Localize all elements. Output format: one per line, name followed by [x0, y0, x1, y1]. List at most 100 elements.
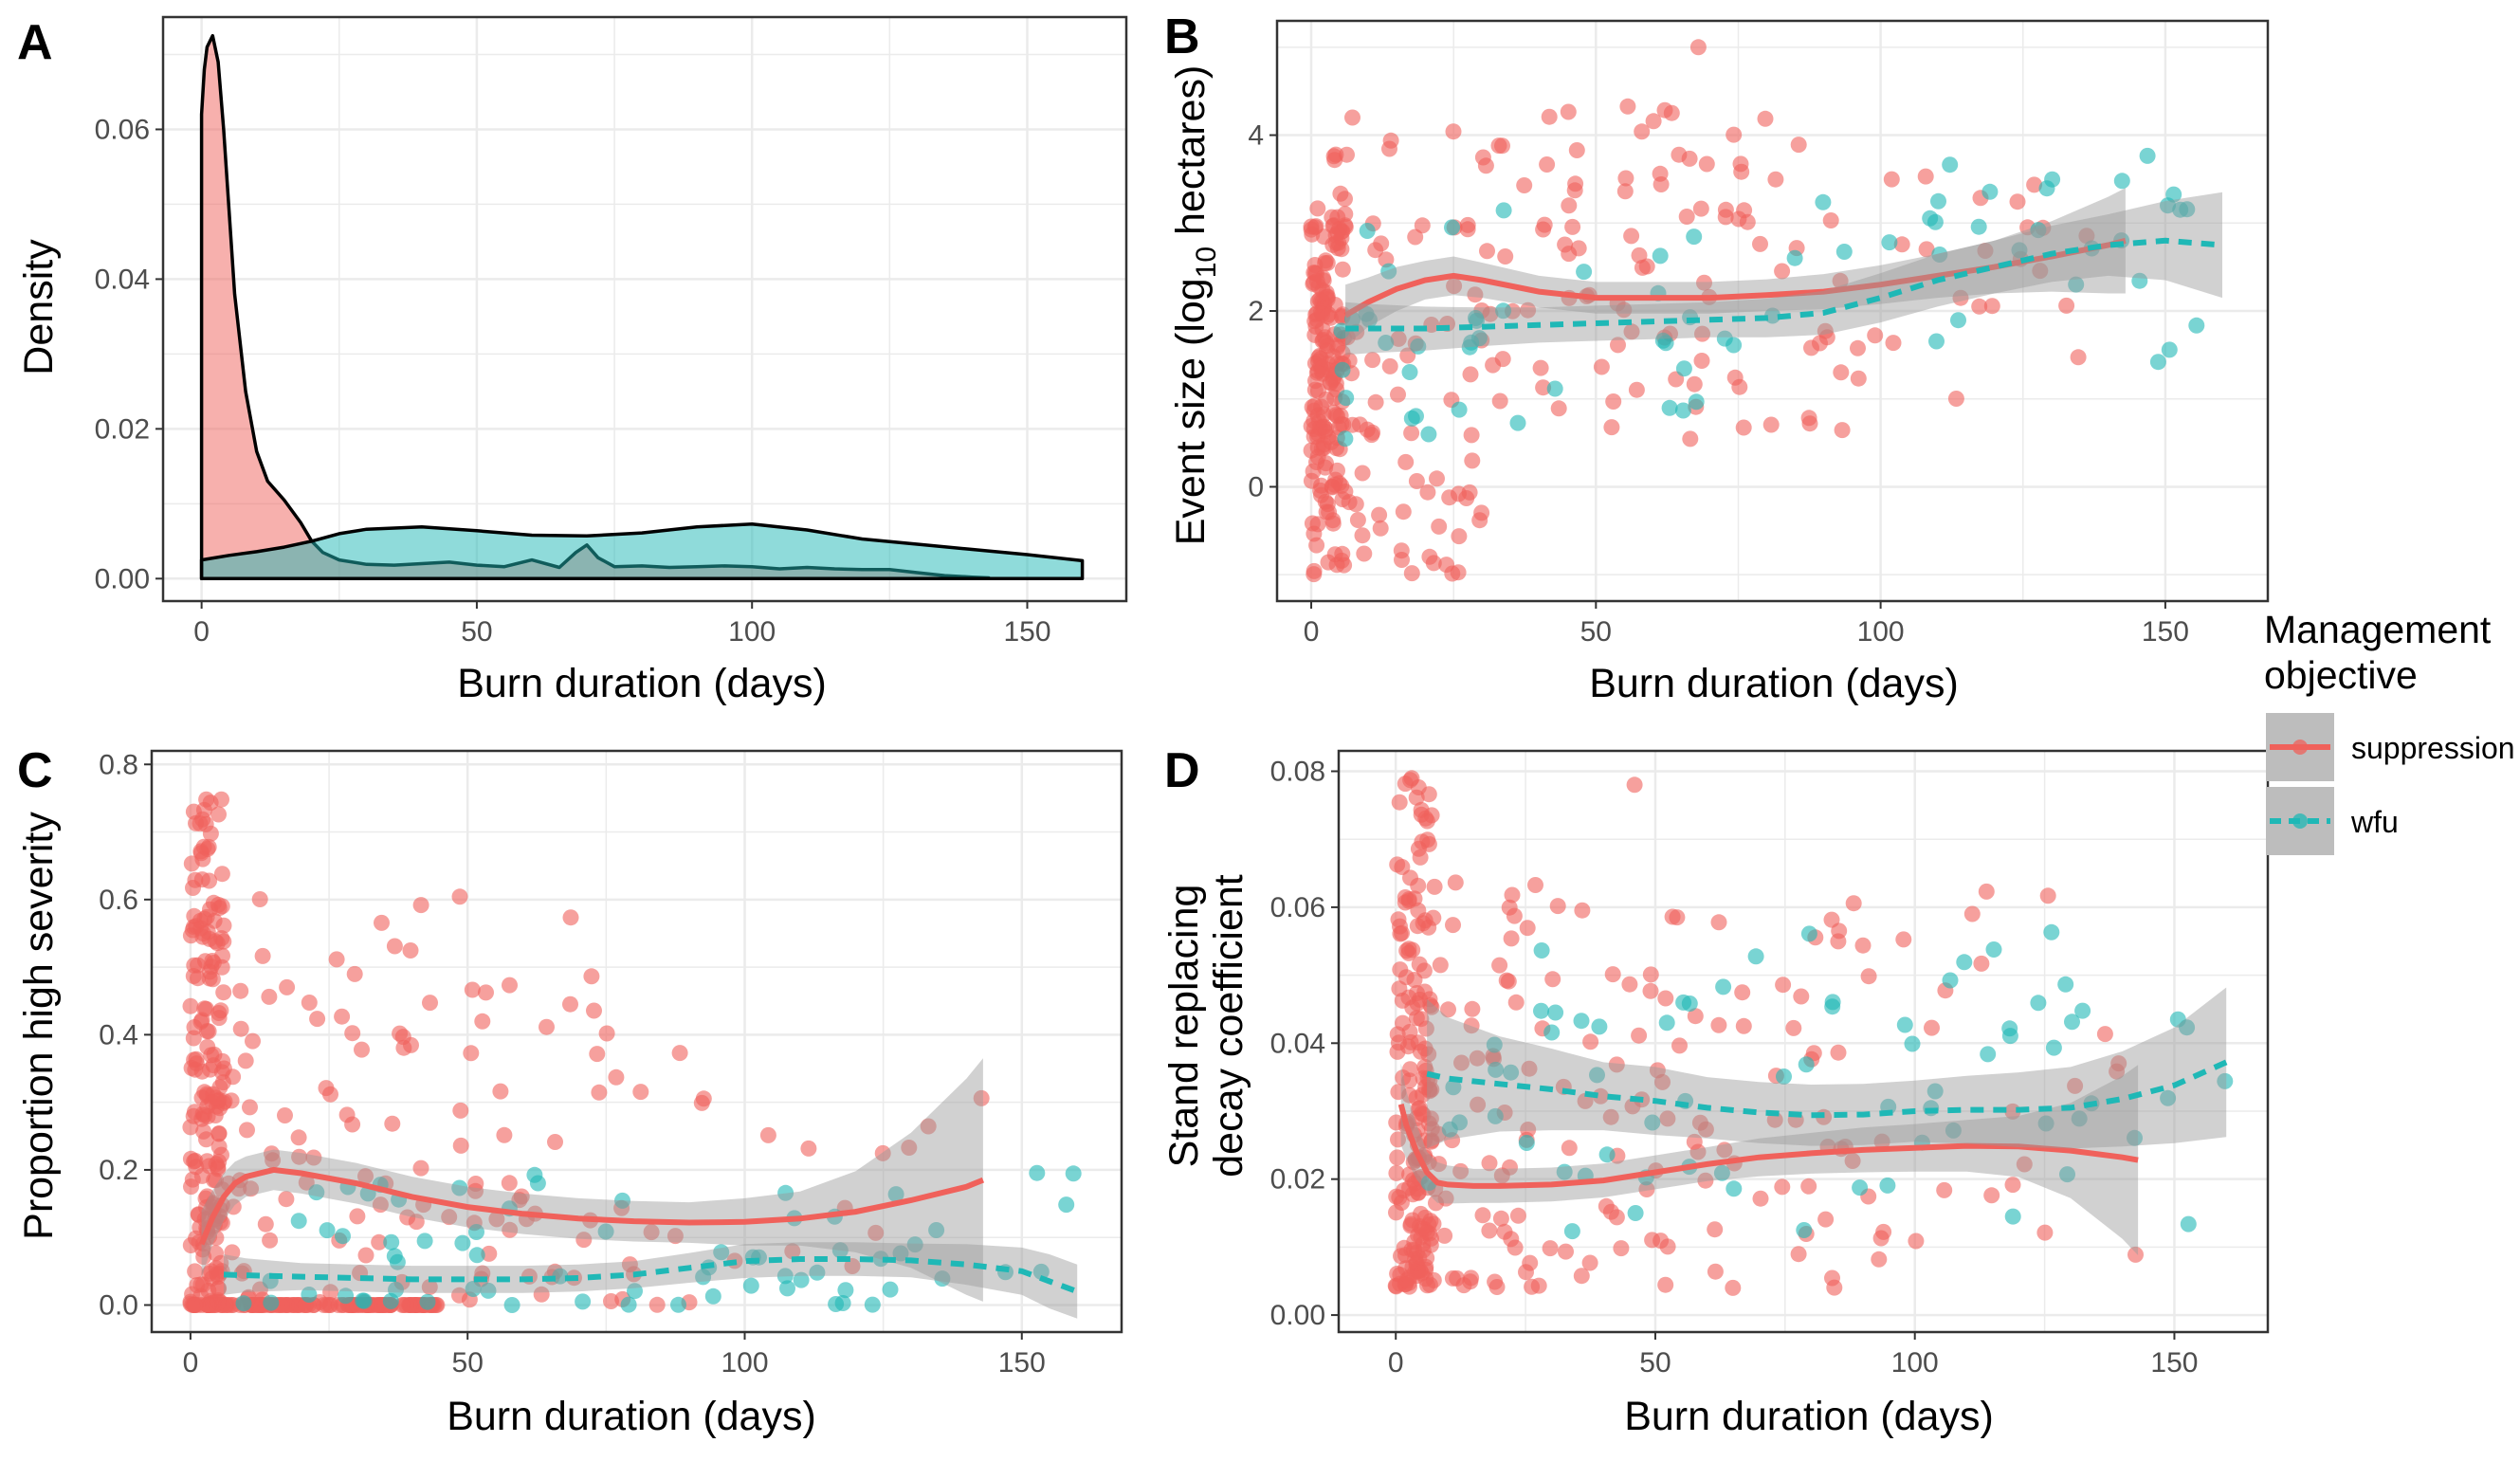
point-wfu: [1445, 1079, 1462, 1096]
point-suppression: [1735, 419, 1752, 436]
point-suppression: [1329, 462, 1345, 479]
point-suppression: [1426, 878, 1443, 895]
point-wfu: [454, 1234, 471, 1251]
point-wfu: [2011, 242, 2028, 259]
point-wfu: [1469, 312, 1485, 329]
point-suppression: [1826, 1279, 1843, 1296]
point-suppression: [328, 951, 345, 968]
point-suppression: [2078, 228, 2095, 245]
x-tick-label: 150: [998, 1347, 1046, 1379]
point-suppression: [1800, 1178, 1817, 1195]
point-wfu: [1488, 1061, 1505, 1078]
point-suppression: [1481, 1222, 1498, 1239]
point-suppression: [1983, 1187, 2000, 1204]
point-wfu: [882, 1281, 899, 1298]
point-suppression: [671, 1045, 688, 1062]
point-suppression: [1396, 1182, 1413, 1199]
point-wfu: [2001, 1028, 2018, 1045]
point-wfu: [2165, 186, 2182, 203]
point-suppression: [1977, 243, 1994, 259]
point-suppression: [1845, 895, 1862, 912]
point-wfu: [2217, 1072, 2234, 1089]
point-suppression: [1717, 201, 1734, 218]
point-suppression: [1445, 917, 1461, 934]
point-suppression: [1731, 378, 1748, 395]
point-suppression: [1390, 330, 1407, 347]
point-suppression: [192, 845, 210, 862]
point-wfu: [1835, 244, 1853, 260]
point-suppression: [322, 1086, 338, 1103]
point-suppression: [186, 957, 203, 974]
point-suppression: [539, 1018, 555, 1035]
x-tick-label: 150: [2150, 1347, 2198, 1379]
point-suppression: [194, 928, 211, 945]
point-suppression: [1428, 1195, 1444, 1212]
point-suppression: [1470, 1096, 1487, 1113]
x-tick-label: 50: [1580, 616, 1612, 648]
point-wfu: [468, 1247, 485, 1264]
point-suppression: [372, 1196, 389, 1214]
point-suppression: [1638, 258, 1655, 275]
point-suppression: [1326, 152, 1343, 169]
point-suppression: [1535, 221, 1552, 238]
point-suppression: [1327, 375, 1344, 393]
point-suppression: [1408, 473, 1425, 489]
point-wfu: [1798, 1056, 1815, 1073]
point-suppression: [1402, 1061, 1418, 1078]
point-wfu: [2169, 1011, 2186, 1028]
point-wfu: [776, 1268, 794, 1285]
point-suppression: [1420, 1046, 1437, 1063]
point-suppression: [1642, 982, 1659, 999]
point-wfu: [1800, 925, 1817, 942]
point-suppression: [1341, 494, 1358, 511]
point-wfu: [809, 1264, 826, 1281]
point-suppression: [265, 1152, 282, 1169]
point-suppression: [1698, 155, 1715, 173]
point-wfu: [1930, 192, 1946, 210]
point-suppression: [1397, 889, 1414, 905]
point-suppression: [1393, 1248, 1409, 1265]
point-suppression: [441, 1209, 458, 1226]
point-suppression: [693, 1094, 710, 1111]
panel-b-y-axis-title-tail: hectares): [1168, 65, 1214, 247]
smooth-ribbon-suppression: [201, 1058, 983, 1302]
point-suppression: [1561, 197, 1578, 214]
point-suppression: [1550, 400, 1567, 417]
legend-key-suppression-point: [2292, 740, 2308, 755]
point-suppression: [1971, 298, 1988, 315]
point-suppression: [1313, 440, 1330, 457]
x-tick-label: 50: [1639, 1347, 1671, 1379]
point-wfu: [1410, 338, 1427, 355]
point-suppression: [210, 1159, 227, 1176]
point-suppression: [901, 1140, 918, 1156]
point-suppression: [251, 891, 268, 907]
point-suppression: [200, 1282, 217, 1299]
point-suppression: [1656, 101, 1673, 119]
point-suppression: [1488, 1279, 1506, 1295]
point-suppression: [357, 1247, 374, 1264]
point-suppression: [1482, 305, 1499, 322]
point-suppression: [1491, 957, 1508, 974]
point-suppression: [422, 995, 438, 1012]
y-tick-label: 0.8: [99, 749, 138, 780]
point-suppression: [1371, 506, 1388, 523]
point-wfu: [1380, 263, 1397, 280]
y-tick-label: 0.04: [95, 264, 150, 295]
point-suppression: [451, 1287, 467, 1304]
point-suppression: [1621, 976, 1638, 993]
point-suppression: [412, 897, 429, 914]
point-suppression: [1381, 357, 1398, 374]
point-suppression: [1491, 393, 1508, 410]
point-suppression: [183, 855, 200, 872]
point-suppression: [608, 1068, 625, 1086]
point-suppression: [1349, 512, 1366, 528]
point-suppression: [463, 1045, 480, 1062]
point-wfu: [1403, 410, 1420, 427]
point-suppression: [1394, 859, 1411, 875]
smooth-ribbon-suppression: [1400, 1063, 2139, 1255]
legend-label-suppression: suppression: [2351, 731, 2515, 765]
point-suppression: [1558, 1243, 1574, 1260]
point-wfu: [1556, 1163, 1573, 1180]
point-suppression: [1415, 1087, 1432, 1104]
point-wfu: [2064, 1014, 2080, 1031]
